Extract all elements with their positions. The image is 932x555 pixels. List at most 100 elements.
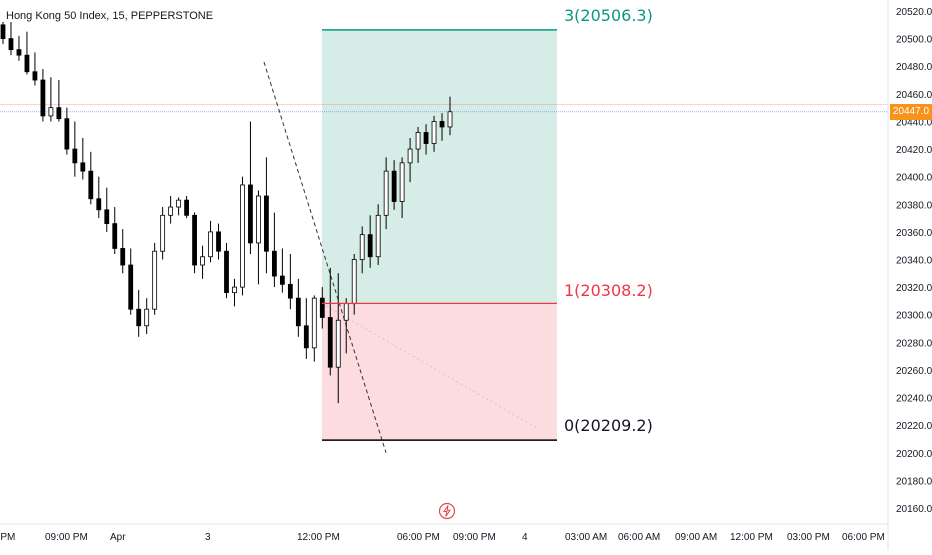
time-tick-label: 09:00 AM	[675, 532, 717, 543]
price-tick-label: 20280.0	[896, 338, 932, 349]
fib-lines	[322, 29, 557, 441]
candle-body	[64, 118, 70, 150]
trend-line	[263, 61, 387, 453]
price-tick-label: 20440.0	[896, 117, 932, 128]
candle-body	[248, 184, 253, 244]
candle-body	[48, 107, 54, 117]
candle-body	[303, 325, 309, 349]
candle-body	[431, 121, 437, 144]
price-axis: 20520.0 20500.0 20480.0 20460.0 20440.0 20420…	[896, 7, 932, 515]
candle-body	[383, 170, 389, 216]
candle-body	[104, 209, 110, 225]
fib-label-target: 3(20506.3)	[564, 5, 653, 25]
candle-body	[16, 49, 22, 56]
candle-body	[256, 195, 261, 244]
candle-body	[120, 248, 126, 266]
price-tick-label: 20400.0	[896, 173, 932, 184]
price-tick-label: 20360.0	[896, 228, 932, 239]
candle-body	[144, 308, 150, 327]
chart-title: Hong Kong 50 Index, 15, PEPPERSTONE	[6, 10, 214, 22]
trend-lines	[263, 61, 387, 453]
candle-body	[136, 308, 142, 327]
time-tick-label: 03:00 PM	[787, 532, 830, 543]
candle-body	[88, 170, 94, 200]
candle-body	[415, 132, 421, 150]
target-zone	[322, 29, 557, 304]
candle-body	[423, 132, 429, 144]
candle-body	[112, 223, 118, 249]
price-tick-label: 20180.0	[896, 476, 932, 487]
candle-body	[351, 259, 357, 305]
price-tick-label: 20460.0	[896, 90, 932, 101]
time-tick-label: 09:00 PM	[453, 532, 496, 543]
time-tick-label: 06:00 AM	[618, 532, 660, 543]
current-price-tag: 20447.0	[890, 103, 932, 120]
candle-body	[287, 283, 293, 299]
time-tick-label: 12:00 PM	[297, 532, 340, 543]
candle-body	[96, 198, 102, 211]
time-tick-label: 06:00 PM	[397, 532, 440, 543]
candle-body	[295, 297, 301, 327]
time-tick-label: 09:00 PM	[45, 532, 88, 543]
candle-body	[152, 250, 158, 310]
candle-body	[160, 214, 166, 252]
candle-body	[80, 162, 86, 172]
price-tick-label: 20220.0	[896, 421, 932, 432]
time-axis: 0 PM 09:00 PM Apr 3 12:00 PM 06:00 PM 09:00 PM…	[0, 532, 885, 543]
candle-body	[327, 317, 333, 368]
fib-label-stop: 0(20209.2)	[564, 416, 653, 436]
candle-body	[439, 121, 445, 128]
price-tick-label: 20480.0	[896, 62, 932, 73]
candle-body	[335, 319, 341, 368]
candle-body	[359, 234, 365, 260]
candle-body	[391, 170, 397, 202]
candle-body	[240, 184, 245, 288]
candle-body	[216, 231, 221, 252]
price-tick-label: 20420.0	[896, 145, 932, 156]
candle-body	[8, 38, 14, 51]
price-tick-label: 20340.0	[896, 256, 932, 267]
candle-body	[32, 71, 38, 81]
candle-body	[72, 148, 78, 164]
candle-body	[319, 297, 325, 318]
price-tick-label: 20260.0	[896, 366, 932, 377]
candle-body	[271, 250, 277, 277]
price-tick-label: 20380.0	[896, 200, 932, 211]
candle-body	[200, 256, 205, 266]
time-tick-label: Apr	[110, 532, 126, 543]
price-tick-label: 20520.0	[896, 7, 932, 18]
time-tick-label: 3	[205, 532, 211, 543]
price-tick-label: 20200.0	[896, 449, 932, 460]
candle-body	[375, 214, 381, 258]
time-tick-label: 12:00 PM	[730, 532, 773, 543]
lightning-icon[interactable]	[438, 502, 456, 520]
price-tick-label: 20320.0	[896, 283, 932, 294]
price-tick-label: 20500.0	[896, 35, 932, 46]
candle-body	[24, 54, 30, 73]
candle-body	[232, 286, 237, 294]
candle-body	[128, 264, 134, 310]
candle-body	[40, 79, 46, 117]
time-tick-label: 03:00 AM	[565, 532, 607, 543]
candle-body	[399, 162, 405, 202]
time-tick-label: 06:00 PM	[842, 532, 885, 543]
candle-body	[447, 111, 453, 128]
position-zones	[321, 29, 557, 441]
projection-line	[321, 302, 538, 429]
fib-label-entry: 1(20308.2)	[564, 281, 653, 301]
candle-body	[343, 303, 349, 321]
horizontal-lines	[0, 104, 888, 113]
candle-body	[367, 234, 373, 258]
time-tick-label: 4	[522, 532, 528, 543]
time-tick-label: 0 PM	[0, 532, 15, 543]
candle-body	[0, 24, 6, 40]
price-tick-label: 20240.0	[896, 394, 932, 405]
price-tick-label: 20300.0	[896, 311, 932, 322]
candle-body	[56, 107, 62, 120]
candle-body	[168, 206, 174, 216]
candle-body	[264, 195, 269, 252]
candle-body	[311, 297, 317, 349]
candle-body	[176, 199, 182, 208]
